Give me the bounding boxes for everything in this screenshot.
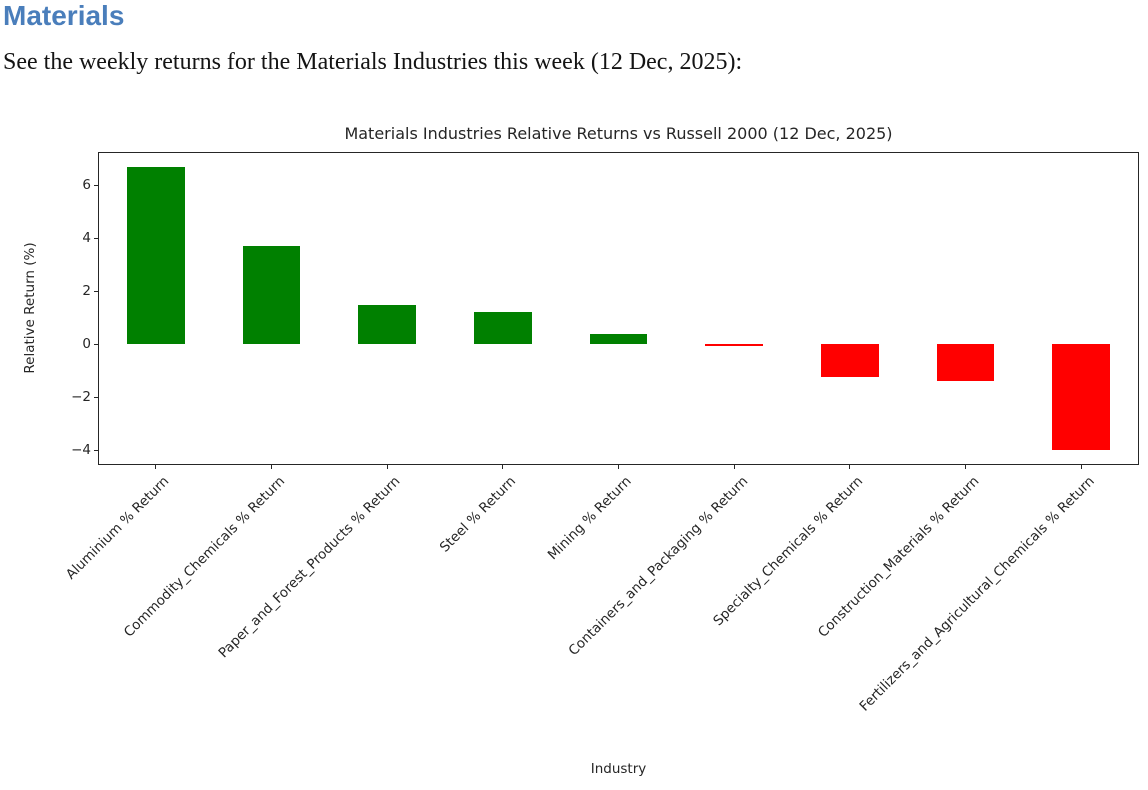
bar-6 (705, 344, 764, 346)
bar-2 (242, 246, 301, 345)
section-heading: Materials (3, 0, 125, 31)
x-tick-mark (733, 465, 735, 469)
x-tick-label: Mining % Return (545, 473, 636, 564)
x-axis-label: Industry (590, 761, 647, 777)
bar-4 (473, 312, 532, 345)
x-tick-mark (1080, 465, 1082, 469)
y-axis-label: Relative Return (%) (22, 242, 38, 374)
x-tick-label: Steel % Return (437, 473, 520, 556)
y-tick-mark (94, 290, 98, 292)
bar-1 (126, 166, 185, 345)
y-tick-mark (94, 343, 98, 345)
y-tick-label: −2 (71, 389, 91, 406)
bar-7 (820, 344, 879, 378)
y-tick-mark (94, 449, 98, 451)
x-tick-mark (849, 465, 851, 469)
bar-3 (358, 304, 417, 345)
x-tick-mark (155, 465, 157, 469)
x-tick-mark (618, 465, 619, 469)
x-tick-mark (271, 465, 272, 469)
x-tick-label: Aluminium % Return (63, 473, 173, 583)
x-tick-mark (965, 465, 966, 469)
y-tick-mark (94, 237, 98, 239)
bar-8 (936, 344, 995, 382)
x-tick-mark (386, 465, 388, 469)
y-tick-label: 6 (82, 177, 91, 194)
y-tick-label: 2 (82, 283, 91, 300)
bar-9 (1052, 344, 1111, 451)
x-tick-mark (502, 465, 504, 469)
x-tick-label: Fertilizers_and_Agricultural_Chemicals %… (856, 473, 1098, 715)
y-tick-mark (94, 396, 98, 398)
y-tick-label: −4 (71, 442, 91, 459)
bar-5 (589, 333, 648, 345)
y-tick-label: 0 (82, 336, 91, 353)
x-tick-label: Paper_and_Forest_Products % Return (215, 473, 404, 662)
chart-title: Materials Industries Relative Returns vs… (344, 124, 893, 143)
y-tick-mark (94, 184, 98, 186)
intro-text: See the weekly returns for the Materials… (3, 49, 743, 75)
y-tick-label: 4 (82, 230, 91, 247)
